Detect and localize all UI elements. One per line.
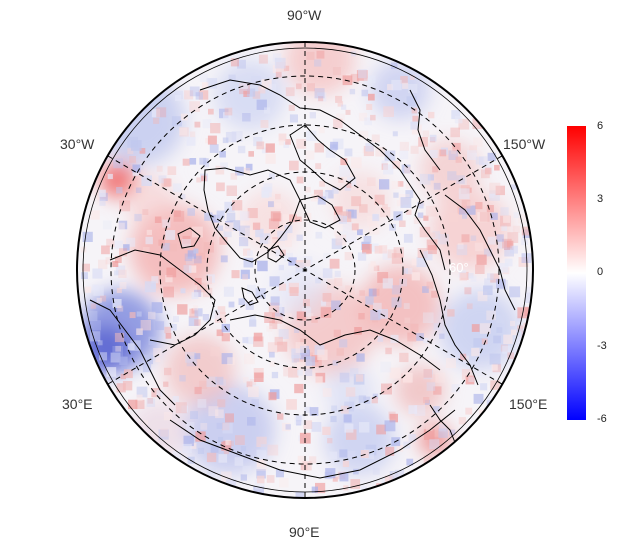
longitude-label-top: 90°W [287,7,322,23]
colorbar-tick: 6 [597,120,604,132]
canadian-archipelago [289,124,356,191]
colorbar-tick: -6 [597,413,607,425]
meridian-30e-150w [107,155,503,385]
colorbar-tick: 3 [597,193,604,205]
longitude-label-bottom: 90°E [289,524,320,540]
coastlines [89,79,516,479]
north-america-coast [199,79,446,271]
latitude-label: 60° [449,260,469,275]
svalbard [267,245,285,263]
map-inner-border [82,47,528,493]
north-america-west [409,89,441,171]
greenland-coast [203,167,301,263]
novaya-zemlya [241,287,259,306]
alaska-coast [444,194,516,311]
iceland-coast [177,227,201,249]
colorbar-tick: -3 [597,340,607,352]
anomaly-pixels [80,50,533,498]
longitude-label-upper-left: 30°W [60,136,95,152]
siberia-coast [229,314,441,371]
longitude-label-lower-right: 150°E [509,396,548,412]
colorbar [567,126,586,420]
canadian-archipelago-2 [299,195,341,229]
colorbar-tick: 0 [597,266,604,278]
map-outer-border [76,41,534,499]
asia-south-border [169,409,456,479]
longitude-label-lower-left: 30°E [62,396,93,412]
scandinavia-coast [109,249,216,346]
anomaly-field [80,42,520,475]
graticule [107,42,503,498]
japan-coast [429,404,457,446]
latitude-circle-80 [254,219,356,321]
longitude-label-upper-right: 150°W [503,136,546,152]
latitude-circle-50 [110,75,500,465]
europe-coast [89,299,176,406]
